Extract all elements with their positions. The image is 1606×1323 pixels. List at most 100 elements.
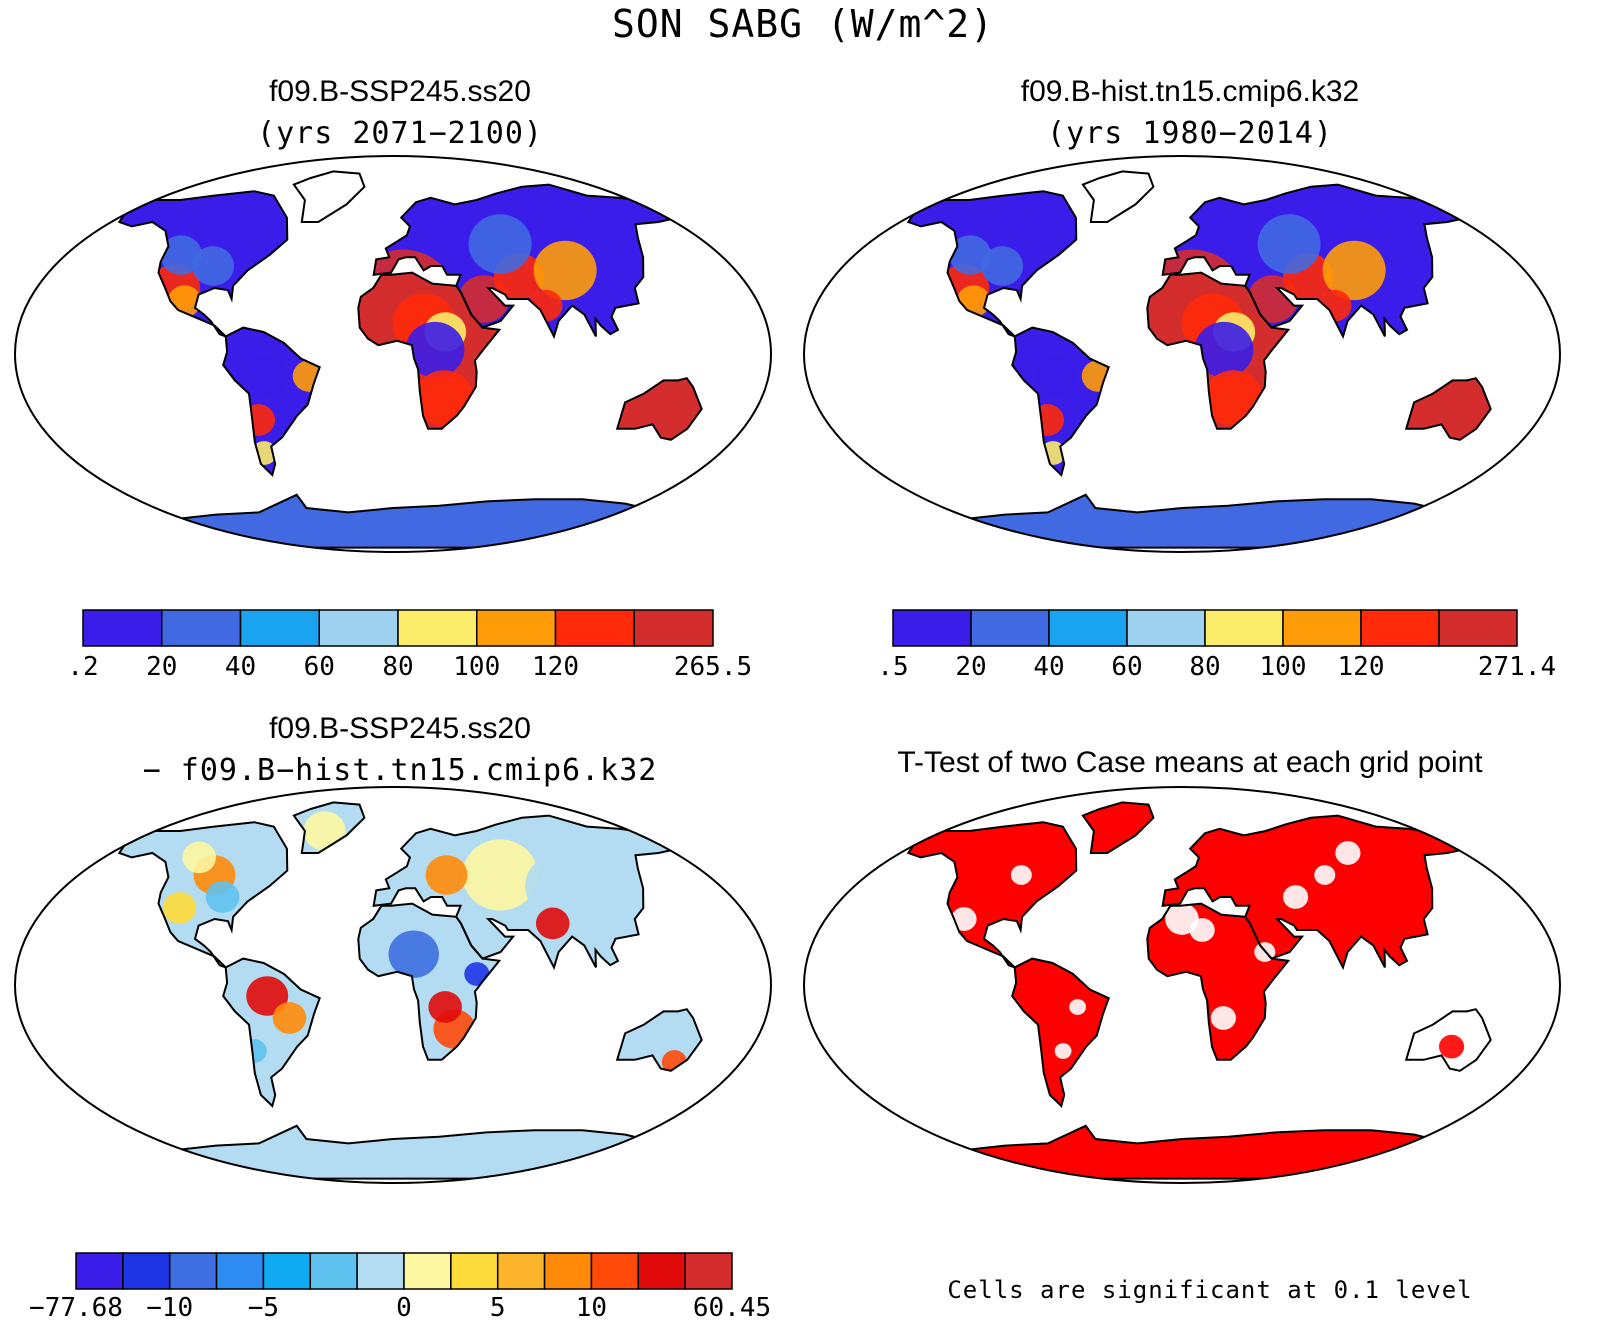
colorbar-swatch [892, 609, 972, 647]
field-patch [1335, 841, 1361, 865]
field-patch [192, 246, 235, 286]
colorbar-swatch [403, 1252, 452, 1290]
colorbar-tick-label: 40 [224, 652, 257, 682]
field-patch [292, 360, 327, 392]
colorbar-tick-label: 265.5 [673, 652, 753, 682]
colorbar-swatch [633, 609, 714, 647]
field-patch [272, 1002, 307, 1034]
field-patch [241, 1039, 267, 1063]
colorbar-swatch [262, 1252, 312, 1290]
field-patch [303, 811, 346, 851]
coastline [1011, 957, 1110, 1108]
colorbar-swatch [1204, 609, 1284, 647]
panel2-subtitle: (yrs 1980−2014) [1047, 116, 1333, 151]
colorbar-tick-label: 120 [532, 652, 579, 682]
coastline [615, 1008, 703, 1072]
land-an [913, 1125, 1451, 1179]
field-patch [405, 321, 465, 378]
field-patch [1081, 360, 1116, 392]
field-patch [388, 930, 439, 978]
coastline [1081, 801, 1155, 854]
colorbar-difference-labels: −77.68 −10 −5 0 5 10 60.45 [29, 1293, 771, 1323]
coastline [222, 957, 321, 1108]
field-patch [1257, 214, 1321, 274]
colorbar-swatch [1048, 609, 1128, 647]
field-patch [1317, 289, 1352, 322]
land-sa [1012, 958, 1109, 1106]
colorbar-swatch [122, 1252, 171, 1290]
colorbar-swatch [309, 1252, 358, 1290]
colorbar-tick-label: 60 [1111, 652, 1143, 682]
colorbar-swatch [450, 1252, 499, 1290]
land-gr [293, 171, 365, 222]
colorbar-swatch [543, 1252, 593, 1290]
field-patch [205, 881, 240, 913]
coastline [357, 271, 502, 430]
land-sa [1012, 327, 1109, 475]
colorbar-difference [75, 1252, 733, 1290]
colorbar-swatch [590, 1252, 640, 1290]
colorbar-tick-label: −10 [146, 1293, 194, 1323]
colorbar-swatch [637, 1252, 686, 1290]
colorbar-swatch [970, 609, 1050, 647]
colorbar-tick-label: .2 [67, 652, 99, 682]
map-boundary [803, 786, 1561, 1184]
colorbar-swatch [684, 1252, 733, 1290]
coastline [1011, 326, 1110, 477]
field-patch [1210, 1006, 1236, 1030]
colorbar-swatch [397, 609, 478, 647]
field-patch [981, 246, 1024, 286]
colorbar-swatch [239, 609, 320, 647]
coastline [1146, 271, 1291, 430]
coastline [222, 326, 321, 477]
map-panel-4 [803, 786, 1561, 1184]
land-gr [1082, 171, 1154, 222]
coastline [1404, 377, 1492, 441]
colorbar-tick-label: 5 [489, 1293, 506, 1323]
colorbar-tick-label: 20 [146, 652, 178, 682]
colorbar-swatch [1126, 609, 1206, 647]
field-patch [1283, 885, 1309, 909]
land-an [913, 494, 1451, 548]
map-panel-1 [14, 155, 772, 553]
colorbar-tick-label: 271.4 [1477, 652, 1557, 682]
land-gr [1082, 802, 1154, 853]
colorbar-swatch [476, 609, 557, 647]
field-patch [1165, 903, 1199, 935]
field-patch [246, 356, 289, 396]
field-patch [182, 841, 216, 874]
field-patch [1054, 1043, 1072, 1059]
land-af [1147, 903, 1289, 1060]
field-patch [535, 907, 570, 940]
coastline [615, 377, 703, 441]
coastline [1404, 1008, 1492, 1072]
colorbar-swatch [161, 609, 242, 647]
panel3-subtitle: − f09.B−hist.tn15.cmip6.k32 [142, 753, 658, 788]
field-patch [533, 240, 597, 301]
colorbar-tick-label: 60.45 [692, 1293, 772, 1323]
colorbar-tick-label: 10 [575, 1293, 608, 1323]
panel2-title: f09.B-hist.tn15.cmip6.k32 [1020, 75, 1360, 108]
coastline [906, 190, 1078, 338]
field-patch [1322, 240, 1386, 301]
land-an [124, 494, 662, 548]
field-patch [1010, 865, 1032, 885]
colorbar-tick-label: 60 [303, 652, 335, 682]
field-patch [1035, 356, 1078, 396]
significance-note: Cells are significant at 0.1 level [947, 1276, 1473, 1304]
colorbar-swatch [215, 1252, 265, 1290]
colorbar-swatch [82, 609, 163, 647]
colorbar-tick-label: 100 [1259, 652, 1307, 682]
colorbar-case1 [82, 609, 714, 647]
coastline [292, 170, 366, 223]
field-patch [464, 962, 490, 986]
colorbar-tick-label: −5 [247, 1293, 280, 1323]
colorbar-swatch [554, 609, 635, 647]
map-panel-3 [14, 786, 772, 1184]
colorbar-case2-labels: .5 20 40 60 80 100 120 271.4 [877, 652, 1556, 684]
field-patch [1438, 1034, 1465, 1059]
field-patch [1314, 865, 1336, 885]
panel1-subtitle: (yrs 2071−2100) [257, 116, 543, 151]
field-patch [162, 892, 197, 924]
